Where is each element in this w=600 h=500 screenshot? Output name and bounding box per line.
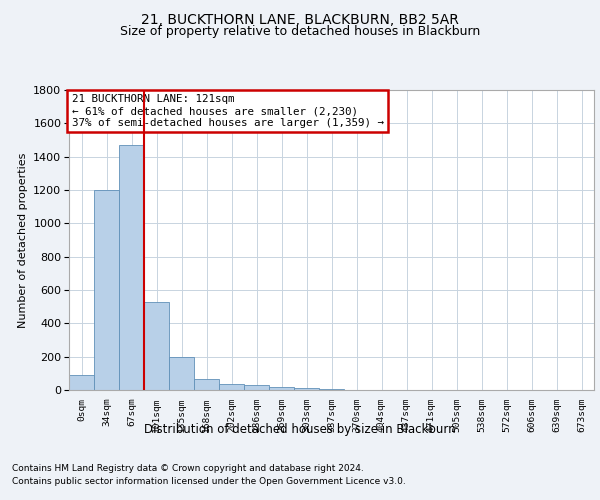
Bar: [319, 389, 344, 390]
Bar: [169, 356, 194, 390]
Bar: [144, 302, 169, 390]
Bar: [269, 386, 294, 390]
Bar: [219, 384, 244, 390]
Bar: [69, 375, 94, 390]
Text: Distribution of detached houses by size in Blackburn: Distribution of detached houses by size …: [144, 422, 456, 436]
Text: 21, BUCKTHORN LANE, BLACKBURN, BB2 5AR: 21, BUCKTHORN LANE, BLACKBURN, BB2 5AR: [141, 12, 459, 26]
Bar: [244, 385, 269, 390]
Bar: [194, 379, 219, 390]
Text: Contains HM Land Registry data © Crown copyright and database right 2024.: Contains HM Land Registry data © Crown c…: [12, 464, 364, 473]
Bar: [94, 190, 119, 390]
Bar: [294, 388, 319, 390]
Text: Size of property relative to detached houses in Blackburn: Size of property relative to detached ho…: [120, 25, 480, 38]
Text: Contains public sector information licensed under the Open Government Licence v3: Contains public sector information licen…: [12, 478, 406, 486]
Text: 21 BUCKTHORN LANE: 121sqm
← 61% of detached houses are smaller (2,230)
37% of se: 21 BUCKTHORN LANE: 121sqm ← 61% of detac…: [71, 94, 383, 128]
Bar: [119, 145, 144, 390]
Y-axis label: Number of detached properties: Number of detached properties: [17, 152, 28, 328]
